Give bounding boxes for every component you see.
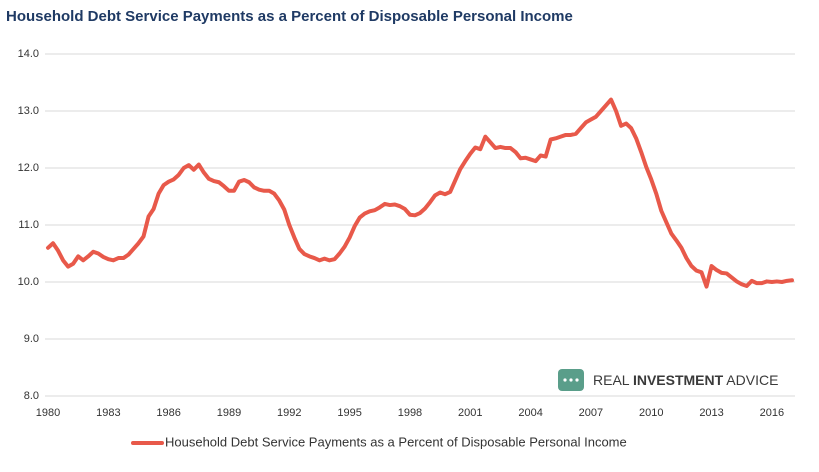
y-tick-label: 10.0 <box>18 276 39 288</box>
watermark-word: REAL <box>593 372 633 388</box>
x-tick-label: 2007 <box>579 407 603 419</box>
x-tick-label: 2013 <box>699 407 723 419</box>
watermark-icon-dot <box>569 378 573 382</box>
y-tick-label: 14.0 <box>18 48 39 60</box>
watermark-icon-dot <box>563 378 567 382</box>
x-tick-label: 1980 <box>36 407 60 419</box>
y-tick-label: 9.0 <box>24 333 39 345</box>
watermark-word: INVESTMENT <box>633 372 724 388</box>
y-tick-label: 8.0 <box>24 390 39 402</box>
y-tick-label: 12.0 <box>18 162 39 174</box>
x-tick-label: 1995 <box>337 407 361 419</box>
x-tick-label: 2004 <box>518 407 542 419</box>
y-tick-label: 11.0 <box>18 219 39 231</box>
watermark-word: ADVICE <box>723 372 778 388</box>
legend-label: Household Debt Service Payments as a Per… <box>165 434 627 449</box>
y-tick-label: 13.0 <box>18 105 39 117</box>
x-tick-label: 2010 <box>639 407 663 419</box>
data-line <box>46 97 794 289</box>
watermark: REAL INVESTMENT ADVICE <box>558 369 778 391</box>
x-tick-label: 2016 <box>760 407 784 419</box>
x-tick-label: 1986 <box>156 407 180 419</box>
x-tick-label: 1998 <box>398 407 422 419</box>
watermark-text: REAL INVESTMENT ADVICE <box>593 372 778 388</box>
chart-title: Household Debt Service Payments as a Per… <box>6 8 573 25</box>
x-tick-label: 2001 <box>458 407 482 419</box>
x-tick-label: 1992 <box>277 407 301 419</box>
watermark-icon-dot <box>575 378 579 382</box>
x-tick-label: 1989 <box>217 407 241 419</box>
x-tick-label: 1983 <box>96 407 120 419</box>
